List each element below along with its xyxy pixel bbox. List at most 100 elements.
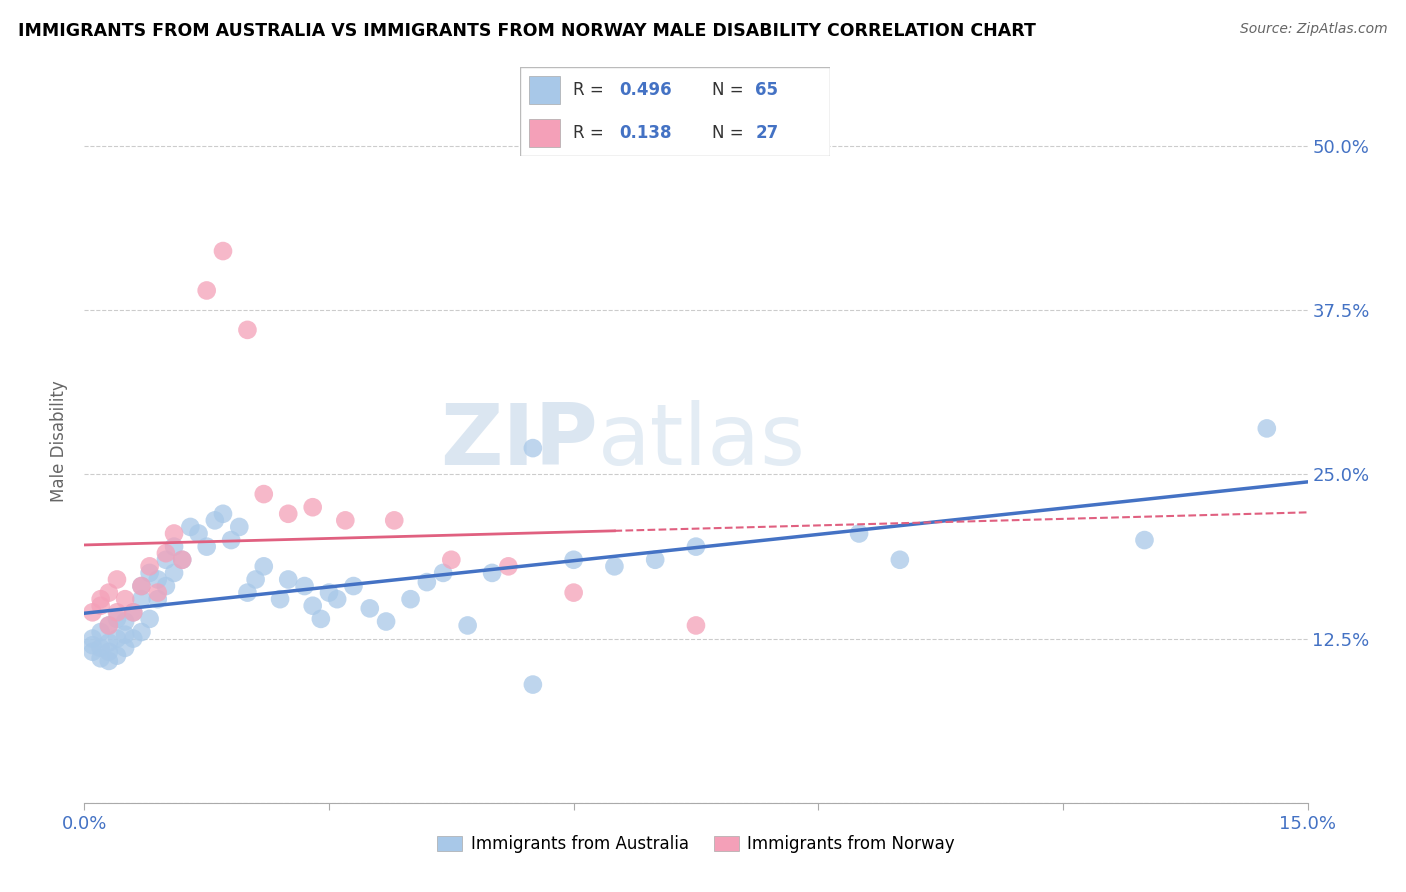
- Point: [82, 605, 104, 619]
- Point: [195, 284, 218, 298]
- Point: [253, 487, 276, 501]
- Point: [105, 648, 128, 663]
- FancyBboxPatch shape: [530, 76, 561, 104]
- FancyBboxPatch shape: [520, 67, 830, 156]
- Point: [163, 540, 186, 554]
- Text: 65: 65: [755, 81, 779, 99]
- Point: [97, 585, 120, 599]
- Point: [90, 592, 112, 607]
- Point: [90, 651, 112, 665]
- Point: [105, 632, 128, 646]
- Point: [163, 526, 186, 541]
- Point: [562, 585, 585, 599]
- Point: [90, 599, 112, 613]
- Point: [122, 605, 145, 619]
- Point: [105, 605, 128, 619]
- Text: IMMIGRANTS FROM AUSTRALIA VS IMMIGRANTS FROM NORWAY MALE DISABILITY CORRELATION : IMMIGRANTS FROM AUSTRALIA VS IMMIGRANTS …: [18, 22, 1036, 40]
- Point: [277, 573, 299, 587]
- Text: 27: 27: [755, 124, 779, 142]
- Point: [685, 540, 707, 554]
- Point: [236, 323, 259, 337]
- Point: [155, 546, 177, 560]
- Text: R =: R =: [572, 124, 609, 142]
- Point: [432, 566, 454, 580]
- Point: [105, 612, 128, 626]
- Point: [97, 618, 120, 632]
- Point: [90, 640, 112, 655]
- Point: [114, 615, 136, 629]
- Point: [114, 640, 136, 655]
- Point: [326, 592, 349, 607]
- Point: [644, 553, 666, 567]
- Text: N =: N =: [711, 124, 749, 142]
- Point: [294, 579, 316, 593]
- Point: [219, 533, 242, 547]
- Point: [90, 625, 112, 640]
- Point: [187, 526, 209, 541]
- Point: [131, 592, 153, 607]
- Point: [301, 500, 323, 515]
- Point: [82, 632, 104, 646]
- Point: [1256, 421, 1278, 435]
- Point: [603, 559, 626, 574]
- Point: [212, 507, 235, 521]
- Point: [82, 638, 104, 652]
- Point: [131, 579, 153, 593]
- Point: [342, 579, 364, 593]
- Point: [114, 627, 136, 641]
- Point: [399, 592, 422, 607]
- Point: [359, 601, 381, 615]
- Point: [82, 645, 104, 659]
- Text: N =: N =: [711, 81, 749, 99]
- Point: [236, 585, 259, 599]
- Point: [122, 632, 145, 646]
- Point: [97, 654, 120, 668]
- Point: [105, 573, 128, 587]
- Point: [269, 592, 291, 607]
- Text: R =: R =: [572, 81, 609, 99]
- Point: [138, 612, 160, 626]
- Point: [122, 605, 145, 619]
- Point: [195, 540, 218, 554]
- Point: [382, 513, 405, 527]
- Point: [131, 625, 153, 640]
- Point: [172, 553, 194, 567]
- Point: [253, 559, 276, 574]
- Point: [301, 599, 323, 613]
- Point: [172, 553, 194, 567]
- Point: [212, 244, 235, 258]
- Legend: Immigrants from Australia, Immigrants from Norway: Immigrants from Australia, Immigrants fr…: [430, 828, 962, 860]
- Point: [163, 566, 186, 580]
- Text: Source: ZipAtlas.com: Source: ZipAtlas.com: [1240, 22, 1388, 37]
- Point: [114, 592, 136, 607]
- Point: [277, 507, 299, 521]
- FancyBboxPatch shape: [530, 119, 561, 147]
- Point: [440, 553, 463, 567]
- Point: [146, 573, 169, 587]
- Point: [204, 513, 226, 527]
- Point: [155, 553, 177, 567]
- Point: [318, 585, 340, 599]
- Point: [97, 635, 120, 649]
- Point: [457, 618, 479, 632]
- Point: [146, 592, 169, 607]
- Point: [309, 612, 332, 626]
- Point: [335, 513, 357, 527]
- Y-axis label: Male Disability: Male Disability: [51, 381, 69, 502]
- Point: [848, 526, 870, 541]
- Point: [146, 585, 169, 599]
- Point: [498, 559, 520, 574]
- Point: [375, 615, 398, 629]
- Point: [138, 559, 160, 574]
- Point: [562, 553, 585, 567]
- Point: [138, 566, 160, 580]
- Point: [522, 677, 544, 691]
- Point: [245, 573, 267, 587]
- Point: [481, 566, 503, 580]
- Point: [685, 618, 707, 632]
- Point: [1133, 533, 1156, 547]
- Text: 0.496: 0.496: [619, 81, 672, 99]
- Point: [131, 579, 153, 593]
- Point: [155, 579, 177, 593]
- Text: atlas: atlas: [598, 400, 806, 483]
